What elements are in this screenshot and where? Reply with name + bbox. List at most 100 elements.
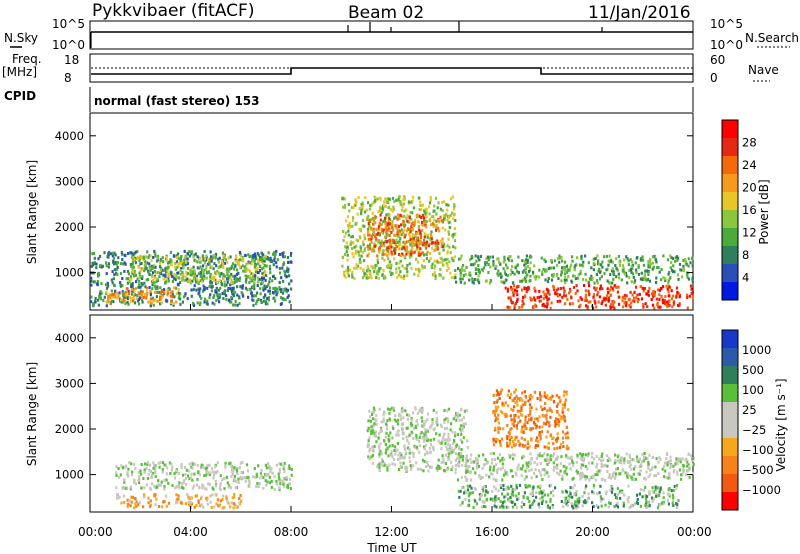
data-cell: [536, 436, 539, 440]
data-cell: [179, 501, 182, 505]
data-cell: [348, 268, 352, 272]
data-cell: [398, 213, 401, 217]
data-cell: [406, 214, 409, 218]
data-cell: [131, 261, 134, 265]
data-cell: [492, 452, 495, 455]
data-cell: [447, 432, 450, 436]
data-cell: [215, 282, 218, 286]
data-cell: [408, 255, 411, 259]
data-cell: [510, 392, 513, 396]
data-cell: [147, 271, 150, 275]
data-cell: [501, 492, 504, 496]
data-cell: [574, 500, 577, 504]
data-cell: [97, 257, 100, 261]
data-cell: [546, 453, 549, 457]
data-cell: [347, 229, 350, 233]
data-cell: [349, 242, 352, 246]
data-cell: [423, 219, 426, 223]
data-cell: [367, 439, 370, 442]
data-cell: [406, 263, 409, 267]
data-cell: [363, 249, 366, 253]
data-cell: [208, 473, 211, 477]
data-cell: [247, 275, 250, 279]
data-cell: [121, 300, 124, 304]
data-cell: [491, 458, 494, 462]
data-cell: [280, 288, 283, 292]
data-cell: [396, 430, 399, 434]
data-cell: [248, 281, 251, 284]
data-cell: [564, 398, 567, 402]
data-cell: [369, 204, 372, 208]
data-cell: [513, 390, 516, 394]
data-cell: [445, 426, 449, 430]
data-cell: [108, 294, 111, 298]
data-cell: [248, 485, 251, 489]
data-cell: [656, 506, 660, 510]
data-cell: [462, 416, 466, 420]
data-cell: [141, 290, 144, 294]
data-cell: [368, 233, 371, 237]
data-cell: [676, 273, 679, 277]
data-cell: [161, 461, 165, 465]
data-cell: [386, 240, 389, 243]
data-cell: [623, 258, 626, 262]
data-cell: [374, 434, 378, 438]
data-cell: [611, 267, 614, 271]
data-cell: [143, 486, 146, 490]
data-cell: [481, 466, 484, 470]
data-cell: [352, 255, 355, 259]
data-cell: [146, 462, 149, 466]
data-cell: [671, 305, 674, 309]
data-cell: [371, 211, 374, 215]
data-cell: [680, 477, 683, 481]
data-cell: [539, 434, 542, 438]
data-cell: [359, 246, 362, 250]
data-cell: [473, 261, 476, 265]
data-cell: [620, 461, 623, 465]
data-cell: [629, 290, 632, 294]
data-cell: [395, 433, 398, 437]
data-cell: [156, 256, 159, 260]
data-cell: [149, 304, 152, 308]
data-cell: [446, 269, 449, 272]
data-cell: [651, 267, 654, 271]
data-cell: [642, 303, 645, 306]
data-cell: [612, 277, 615, 281]
data-cell: [569, 467, 572, 471]
data-cell: [147, 269, 150, 273]
data-cell: [111, 251, 114, 255]
data-cell: [502, 501, 505, 505]
data-cell: [469, 457, 472, 461]
data-cell: [230, 300, 233, 304]
data-cell: [379, 449, 382, 453]
data-cell: [501, 411, 504, 415]
data-cell: [565, 278, 568, 282]
data-cell: [408, 447, 411, 451]
data-cell: [492, 468, 495, 472]
data-cell: [175, 292, 179, 296]
data-cell: [446, 448, 449, 452]
data-cell: [130, 462, 133, 466]
data-cell: [139, 262, 142, 266]
data-cell: [233, 290, 237, 294]
data-cell: [510, 427, 513, 430]
data-cell: [162, 500, 165, 504]
data-cell: [548, 421, 551, 425]
data-cell: [280, 296, 283, 300]
data-cell: [569, 495, 572, 499]
data-cell: [622, 305, 625, 309]
data-cell: [520, 436, 523, 440]
data-cell: [509, 496, 512, 499]
data-cell: [233, 466, 236, 470]
data-cell: [606, 298, 609, 301]
data-cell: [394, 215, 397, 219]
data-cell: [367, 267, 370, 271]
data-cell: [517, 415, 520, 419]
data-cell: [385, 248, 388, 252]
data-cell: [351, 224, 354, 228]
data-cell: [115, 486, 118, 490]
data-cell: [466, 470, 469, 474]
data-cell: [230, 464, 233, 468]
data-cell: [401, 208, 404, 212]
data-cell: [402, 202, 405, 206]
